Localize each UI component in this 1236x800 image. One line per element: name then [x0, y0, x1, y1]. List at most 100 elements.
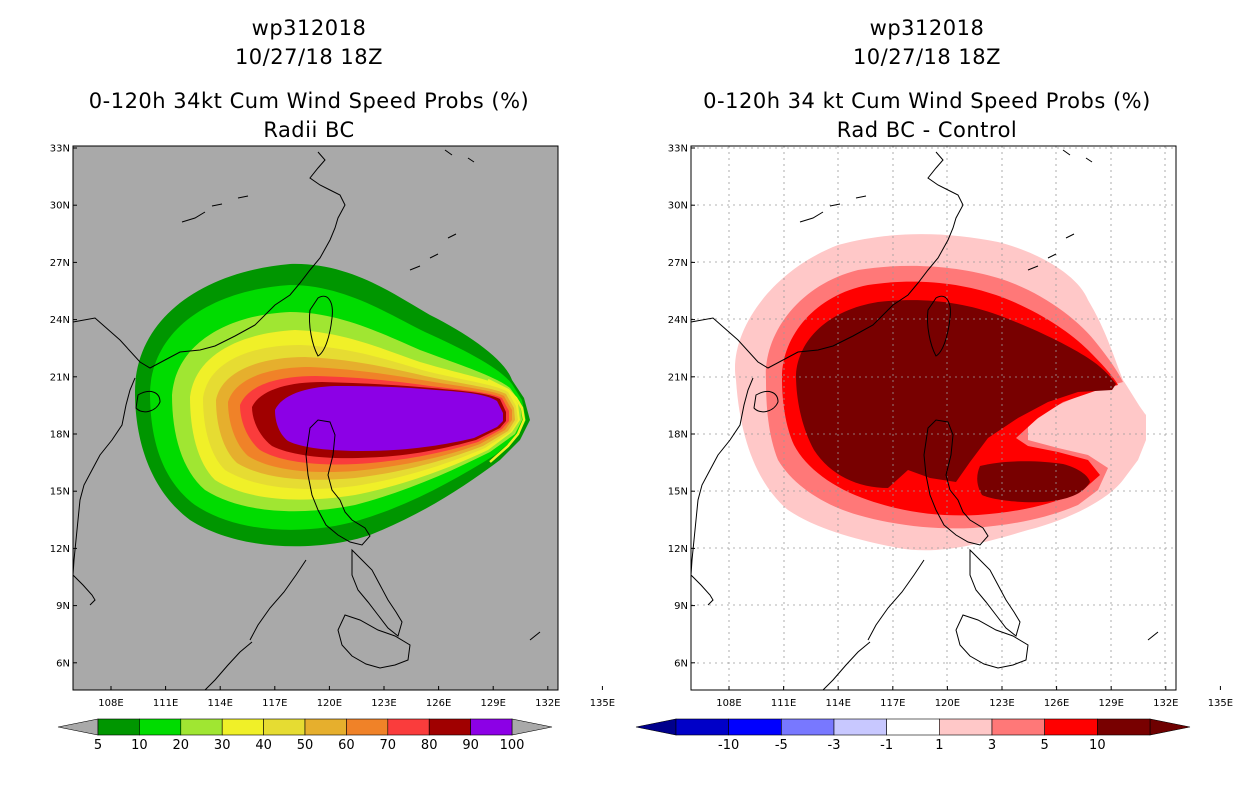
coast-micro-islands: [444, 149, 541, 641]
colorbar-label: -10: [718, 738, 739, 753]
colorbar-swatch: [939, 718, 993, 736]
colorbar-label: 70: [380, 738, 397, 753]
coast-palawan: [249, 559, 307, 641]
product-title: 0-120h 34kt Cum Wind Speed Probs (%): [88, 89, 530, 113]
valid-time: 10/27/18 18Z: [852, 45, 1002, 69]
lon-tick-label: 108E: [98, 698, 123, 709]
lon-tick-label: 135E: [590, 698, 615, 709]
panel-subtitle: Radii BC: [263, 118, 355, 142]
colorbar-radii-bc: 5 10 20 30 40 50 60 70 80 90 100: [57, 718, 553, 753]
colorbar-swatch: [387, 718, 430, 736]
lon-tick-label: 126E: [426, 698, 451, 709]
coast-luzon: [923, 419, 989, 546]
colorbar-swatch: [304, 718, 347, 736]
lon-tick-label: 114E: [825, 698, 850, 709]
lat-tick-label: 30N: [50, 201, 70, 212]
colorbar-under-arrow: [635, 718, 677, 736]
lat-tick-label: 9N: [56, 601, 70, 612]
lat-tick-label: 12N: [50, 544, 70, 555]
lat-tick-label: 18N: [50, 430, 70, 441]
colorbar-label: 10: [131, 738, 148, 753]
coast-micro-islands: [1062, 149, 1159, 641]
lon-tick-label: 117E: [262, 698, 287, 709]
map-rad-bc-control: 33N 30N 27N 24N 21N 18N 15N 12N 9N 6N 108E 111E 114…: [635, 144, 1233, 753]
lon-tick-label: 123E: [989, 698, 1014, 709]
coast-ryukyu: [799, 195, 1075, 271]
lon-tick-labels: 108E 111E 114E 117E 120E 123E 126E 129E 132E 135E: [716, 686, 1233, 709]
colorbar-label: -3: [828, 738, 841, 753]
lon-tick-labels: 108E 111E 114E 117E 120E 123E 126E 129E 132E 135E: [98, 686, 615, 709]
lat-tick-label: 30N: [668, 201, 688, 212]
lat-tick-labels: 33N 30N 27N 24N 21N 18N 15N 12N 9N 6N: [50, 144, 77, 669]
colorbar-label: 90: [462, 738, 479, 753]
panel-rad-bc-control: wp312018 10/27/18 18Z 0-120h 34 kt Cum W…: [618, 0, 1236, 800]
lon-tick-label: 129E: [1098, 698, 1123, 709]
colorbar-label: 80: [421, 738, 438, 753]
storm-id: wp312018: [251, 16, 367, 40]
colorbar-swatch: [675, 718, 729, 736]
lon-tick-label: 129E: [480, 698, 505, 709]
colorbar-label: 50: [297, 738, 314, 753]
lon-tick-label: 108E: [716, 698, 741, 709]
lat-tick-label: 18N: [668, 430, 688, 441]
lat-tick-label: 9N: [674, 601, 688, 612]
colorbar-swatch: [428, 718, 471, 736]
lon-tick-label: 120E: [317, 698, 342, 709]
colorbar-label: 30: [214, 738, 231, 753]
colorbar-label: 5: [1041, 738, 1049, 753]
lat-tick-label: 21N: [50, 372, 70, 383]
map-frame: [72, 145, 559, 691]
coast-luzon: [305, 419, 371, 546]
colorbar-swatch: [470, 718, 513, 736]
valid-time: 10/27/18 18Z: [234, 45, 384, 69]
colorbar-swatch: [781, 718, 835, 736]
lat-tick-label: 24N: [668, 315, 688, 326]
coast-ryukyu: [181, 195, 457, 271]
colorbar-over-arrow: [1149, 718, 1191, 736]
lon-tick-label: 123E: [371, 698, 396, 709]
colorbar-rad-bc-control: -10 -5 -3 -1 1 3 5 10: [635, 718, 1191, 753]
colorbar-swatch: [346, 718, 389, 736]
lat-tick-label: 33N: [50, 144, 70, 155]
lon-tick-label: 111E: [771, 698, 796, 709]
coast-taiwan: [927, 295, 951, 357]
prob-90: [275, 386, 503, 451]
coast-mindanao: [337, 614, 411, 669]
coastlines: [691, 149, 1159, 690]
lat-tick-label: 15N: [668, 487, 688, 498]
colorbar-swatch: [833, 718, 887, 736]
lon-tick-label: 126E: [1044, 698, 1069, 709]
colorbar-label: -1: [880, 738, 893, 753]
lon-tick-label: 114E: [207, 698, 232, 709]
coast-borneo: [204, 641, 253, 690]
lat-tick-labels: 33N 30N 27N 24N 21N 18N 15N 12N 9N 6N: [668, 144, 695, 669]
coast-hainan: [753, 391, 779, 413]
panel-subtitle: Rad BC - Control: [836, 118, 1018, 142]
lon-tick-label: 111E: [153, 698, 178, 709]
map-frame: [690, 145, 1177, 691]
lat-tick-label: 27N: [668, 258, 688, 269]
colorbar-label: 100: [500, 738, 525, 753]
colorbar-label: 60: [338, 738, 355, 753]
colorbar-swatch: [180, 718, 223, 736]
coast-china: [691, 151, 964, 369]
lon-tick-label: 135E: [1208, 698, 1233, 709]
probability-contours: [135, 263, 530, 547]
lat-tick-label: 33N: [668, 144, 688, 155]
lat-tick-label: 6N: [674, 658, 688, 669]
lat-tick-label: 12N: [668, 544, 688, 555]
colorbar-swatch: [991, 718, 1045, 736]
colorbar-swatch: [221, 718, 264, 736]
panel-radii-bc: wp312018 10/27/18 18Z 0-120h 34kt Cum Wi…: [50, 16, 615, 753]
graticule: [691, 146, 1176, 690]
prob-100-edge: [487, 378, 526, 463]
diff-10-lobe: [977, 461, 1090, 503]
colorbar-swatch: [263, 718, 306, 736]
colorbar-label: -5: [775, 738, 788, 753]
colorbar-swatch: [1044, 718, 1098, 736]
colorbar-over-arrow: [511, 718, 553, 736]
colorbar-label: 1: [935, 738, 943, 753]
lon-tick-label: 117E: [880, 698, 905, 709]
coast-mindanao: [955, 614, 1029, 669]
lon-tick-label: 132E: [1153, 698, 1178, 709]
